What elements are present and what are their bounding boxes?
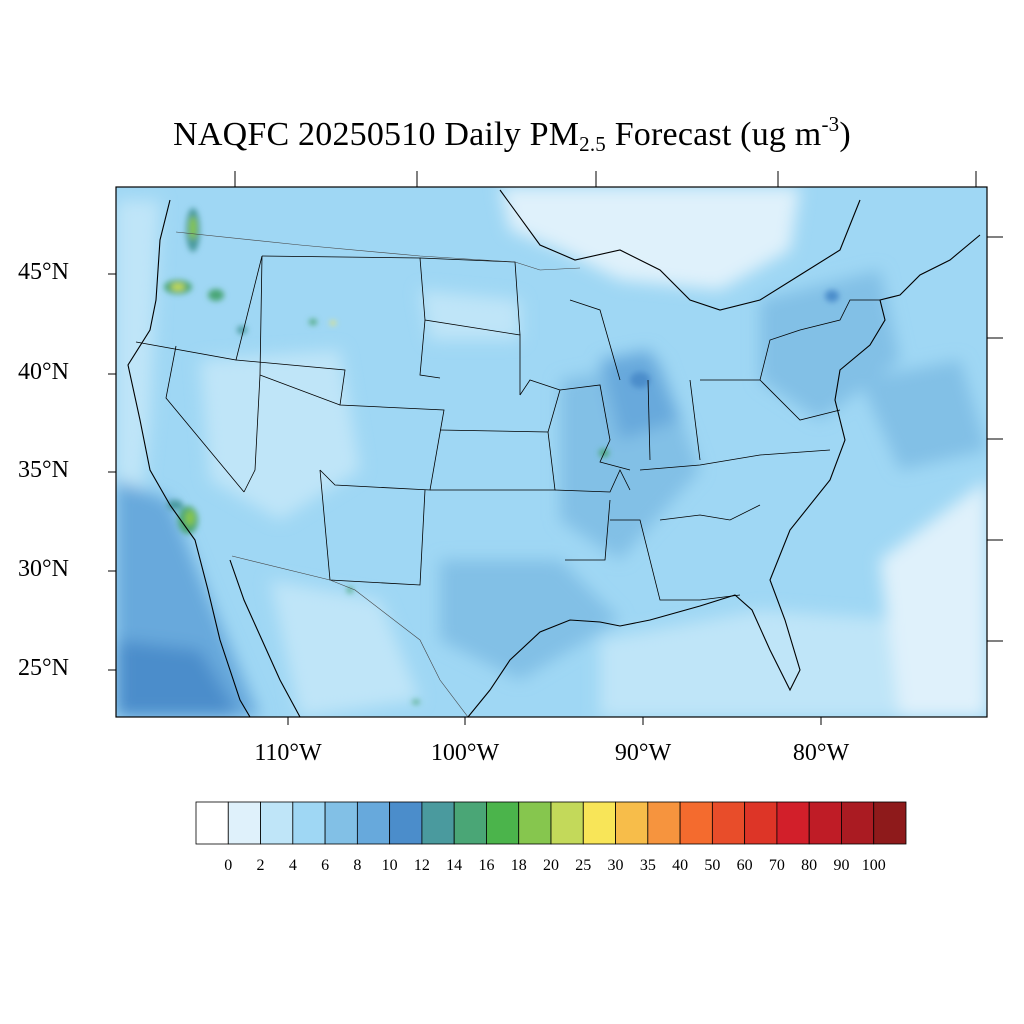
colorbar-tick-label: 50 [704, 857, 721, 874]
colorbar-tick-label: 12 [413, 857, 430, 874]
colorbar-swatch [324, 801, 358, 845]
colorbar-tick-label: 6 [321, 857, 330, 874]
lon-label-110: 110°W [254, 740, 322, 766]
colorbar-swatch [841, 801, 875, 845]
colorbar-tick-label: 70 [768, 857, 785, 874]
map-title: NAQFC 20250510 Daily PM2.5 Forecast (ug … [173, 112, 851, 156]
colorbar-tick-label: 100 [861, 857, 886, 874]
colorbar-tick-label: 16 [478, 857, 495, 874]
colorbar-tick-label: 30 [607, 857, 624, 874]
colorbar-swatch [195, 801, 229, 845]
lon-label-80: 80°W [792, 740, 850, 766]
lat-label-25: 25°N [18, 655, 69, 681]
colorbar-swatch [260, 801, 294, 845]
colorbar [195, 801, 907, 845]
map-frame [115, 186, 988, 718]
state-boundaries [135, 255, 880, 601]
colorbar-tick-label: 10 [381, 857, 398, 874]
concentration-field [116, 187, 987, 717]
colorbar-tick-label: 60 [736, 857, 753, 874]
colorbar-swatch [453, 801, 487, 845]
coastline [127, 189, 981, 717]
colorbar-swatch [389, 801, 423, 845]
colorbar-tick-label: 18 [510, 857, 527, 874]
colorbar-tick-label: 20 [543, 857, 559, 874]
lat-label-30: 30°N [18, 556, 69, 582]
colorbar-tick-label: 2 [256, 857, 265, 874]
colorbar-swatch [227, 801, 261, 845]
colorbar-swatch [873, 801, 907, 845]
lon-label-100: 100°W [430, 740, 500, 766]
colorbar-tick-label: 80 [801, 857, 818, 874]
colorbar-swatch [356, 801, 391, 845]
colorbar-swatch [486, 801, 520, 845]
colorbar-swatch [776, 801, 810, 845]
colorbar-tick-label: 14 [446, 857, 463, 874]
colorbar-tick-label: 25 [575, 857, 592, 874]
colorbar-swatch [292, 801, 326, 845]
colorbar-swatch [421, 801, 455, 845]
axis-ticks [108, 171, 1003, 725]
lat-label-40: 40°N [18, 359, 69, 385]
lat-label-35: 35°N [18, 457, 69, 483]
colorbar-tick-label: 90 [833, 857, 850, 874]
colorbar-swatch [582, 801, 616, 845]
lat-label-45: 45°N [18, 259, 69, 285]
colorbar-swatch [744, 801, 778, 845]
country-border [175, 231, 581, 717]
colorbar-tick-label: 0 [224, 857, 233, 874]
colorbar-swatch [615, 801, 649, 845]
colorbar-swatch [711, 801, 746, 845]
colorbar-swatch [808, 801, 842, 845]
colorbar-tick-label: 4 [288, 857, 297, 874]
colorbar-swatch [518, 801, 552, 845]
colorbar-swatch [679, 801, 713, 845]
colorbar-tick-label: 8 [353, 857, 362, 874]
colorbar-swatch [647, 801, 681, 845]
colorbar-tick-label: 40 [672, 857, 689, 874]
colorbar-swatch [550, 801, 584, 845]
lon-label-90: 90°W [614, 740, 672, 766]
colorbar-tick-label: 35 [639, 857, 656, 874]
